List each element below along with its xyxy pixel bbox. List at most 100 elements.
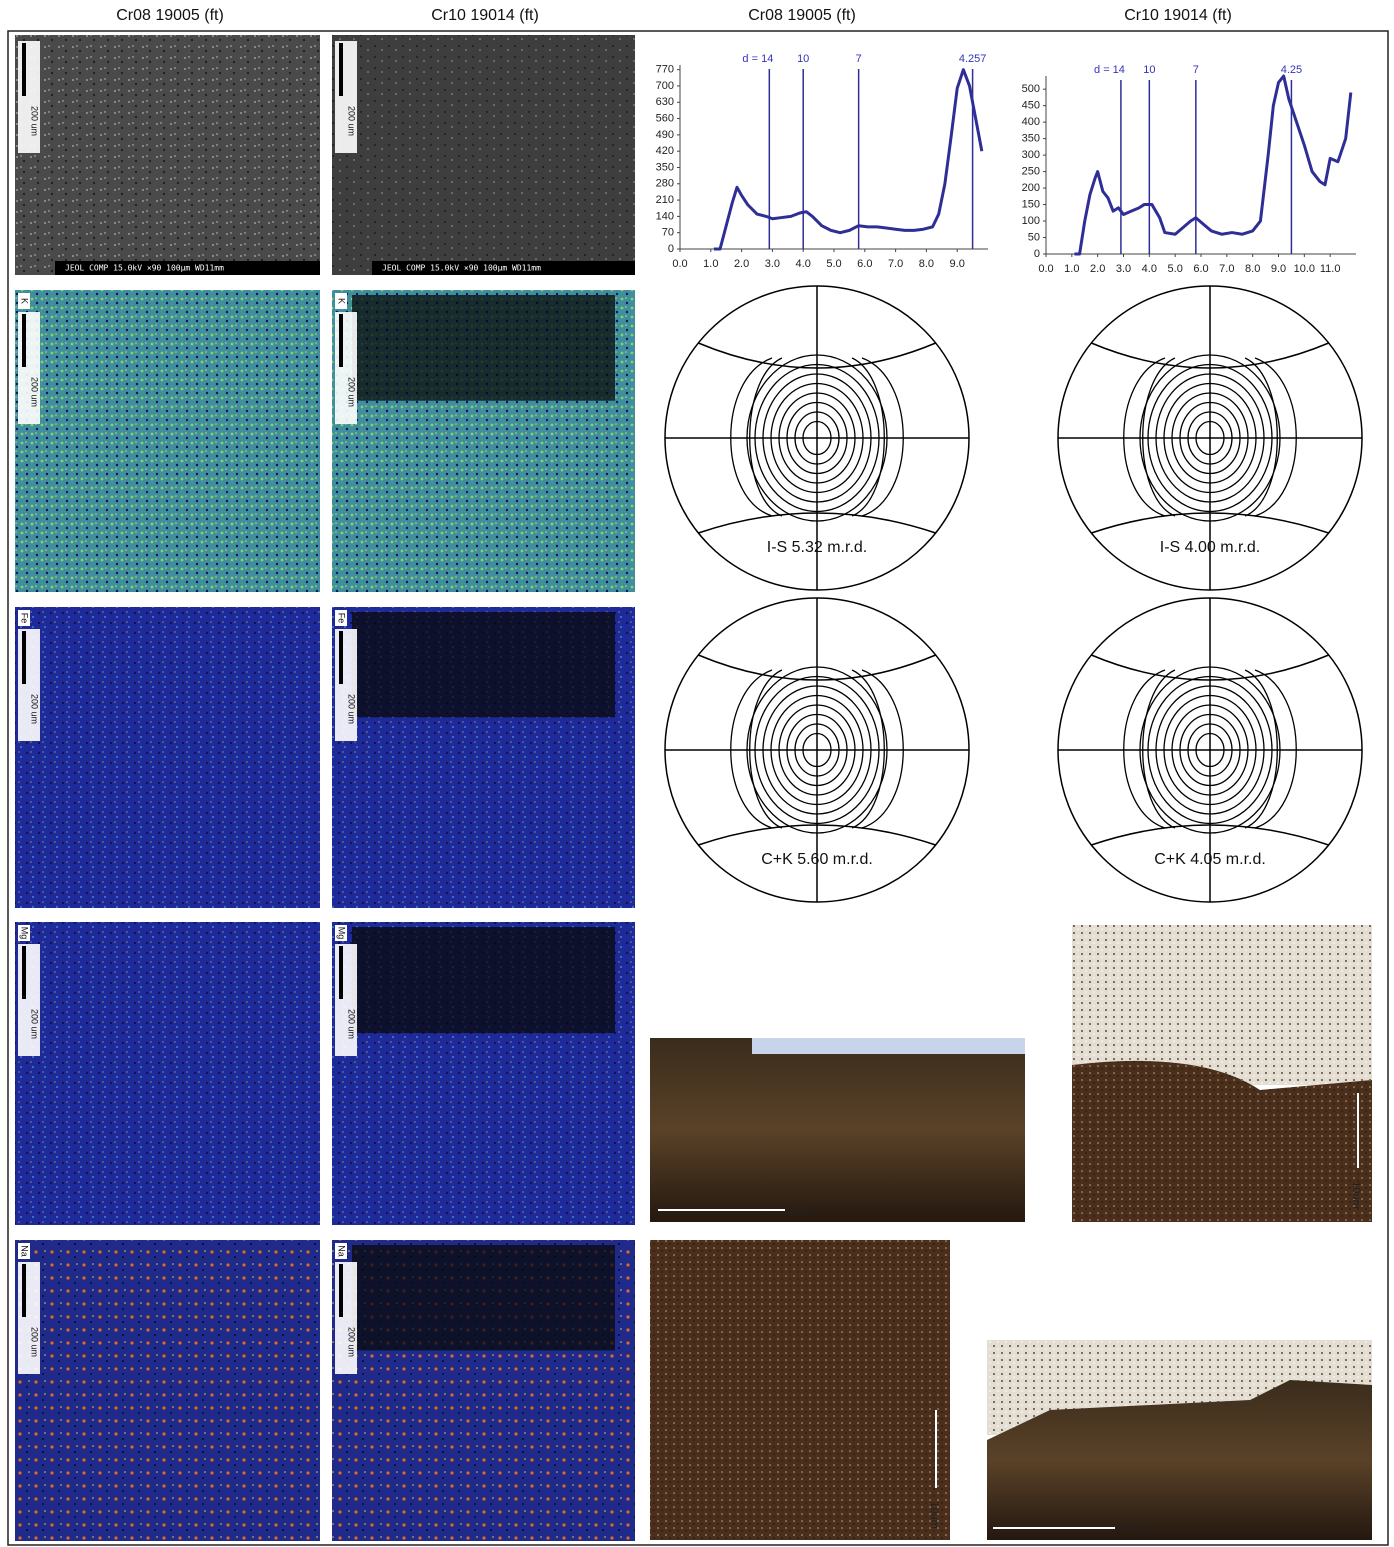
x-tick-label: 6.0 — [857, 258, 872, 270]
x-tick-label: 5.0 — [826, 258, 841, 270]
scale-box — [18, 629, 40, 741]
x-tick-label: 1.0 — [703, 258, 718, 270]
y-tick-label: 420 — [656, 145, 674, 157]
y-tick-label: 70 — [662, 227, 674, 239]
sem-image — [15, 607, 320, 908]
sem-image — [15, 1240, 320, 1541]
y-tick-label: 280 — [656, 178, 674, 190]
dark-grains — [352, 927, 615, 1033]
d-spacing-label: 4.257 — [959, 53, 987, 65]
y-tick-label: 0 — [668, 243, 674, 255]
dark-grains — [352, 612, 615, 717]
scale-label: 200 um — [30, 1009, 40, 1039]
element-label: Mg — [20, 927, 30, 940]
y-tick-label: 50 — [1028, 231, 1040, 243]
pole-label: I-S 4.00 m.r.d. — [1160, 539, 1260, 556]
thin-section — [650, 1240, 950, 1540]
x-tick-label: 2.0 — [1090, 263, 1105, 275]
xrd-line — [1074, 76, 1350, 254]
sem-image — [332, 35, 635, 275]
element-label: K — [337, 298, 347, 304]
y-tick-label: 700 — [656, 80, 674, 92]
scale-label: 200 um — [30, 1327, 40, 1357]
x-tick-label: 7.0 — [1219, 263, 1234, 275]
y-tick-label: 140 — [656, 210, 674, 222]
x-tick-label: 7.0 — [888, 258, 903, 270]
x-tick-label: 3.0 — [1116, 263, 1131, 275]
dark-grains — [352, 1245, 615, 1350]
x-tick-label: 4.0 — [796, 258, 811, 270]
y-tick-label: 300 — [1022, 149, 1040, 161]
slab-top-edge — [752, 1038, 1025, 1054]
d-spacing-label: 10 — [797, 53, 809, 65]
x-tick-label: 0.0 — [1038, 263, 1053, 275]
y-tick-label: 150 — [1022, 198, 1040, 210]
slab-photo — [650, 1038, 1025, 1222]
scale-label: 1 cm — [1117, 1522, 1141, 1534]
scale-box — [18, 41, 40, 153]
scale-label: 200 um — [30, 377, 40, 407]
x-tick-label: 6.0 — [1193, 263, 1208, 275]
x-tick-label: 9.0 — [950, 258, 965, 270]
d-spacing-label: 7 — [1193, 64, 1199, 76]
scale-box — [335, 1262, 357, 1374]
element-label: Fe — [20, 613, 30, 624]
scale-label: 200 um — [347, 1009, 357, 1039]
d-spacing-label: d = 14 — [742, 53, 773, 65]
x-tick-label: 11.0 — [1320, 263, 1341, 275]
element-label: K — [20, 298, 30, 304]
scale-box — [18, 944, 40, 1056]
x-tick-label: 4.0 — [1142, 263, 1157, 275]
sem-image — [15, 290, 320, 592]
scale-label: 200 um — [30, 694, 40, 724]
y-tick-label: 350 — [1022, 133, 1040, 145]
y-tick-label: 0 — [1034, 248, 1040, 260]
pole-label: I-S 5.32 m.r.d. — [767, 539, 867, 556]
scale-label: 10um — [1350, 1181, 1362, 1209]
y-tick-label: 490 — [656, 129, 674, 141]
column-header: Cr08 19005 (ft) — [116, 7, 224, 24]
y-tick-label: 350 — [656, 161, 674, 173]
x-tick-label: 8.0 — [919, 258, 934, 270]
dark-grains — [352, 295, 615, 401]
y-tick-label: 200 — [1022, 182, 1040, 194]
column-header: Cr10 19014 (ft) — [431, 7, 539, 24]
pole-label: C+K 4.05 m.r.d. — [1154, 851, 1266, 868]
sem-image — [15, 35, 320, 275]
pole-figures: I-S 5.32 m.r.d. I-S 4.00 m.r.d. C+K 5.60 m… — [665, 286, 1362, 902]
scale-box — [18, 312, 40, 424]
element-label: Mg — [337, 927, 347, 940]
element-label: Fe — [337, 613, 347, 624]
scale-label: 200 um — [347, 694, 357, 724]
scale-label: 200 um — [30, 106, 40, 136]
column-header: Cr08 19005 (ft) — [748, 7, 856, 24]
scale-label: 1 cm — [787, 1204, 811, 1216]
photos: 1 cm 10um 10um 1 cm — [650, 925, 1372, 1540]
y-tick-label: 450 — [1022, 100, 1040, 112]
d-spacing-label: 10 — [1143, 64, 1155, 76]
scale-label: 200 um — [347, 377, 357, 407]
figure: 200 umJEOL COMP 15.0kV ×90 100μm WD11mm2… — [0, 0, 1394, 1547]
scale-label: 10um — [928, 1501, 940, 1529]
x-tick-label: 0.0 — [672, 258, 687, 270]
scale-label: 200 um — [347, 1327, 357, 1357]
y-tick-label: 210 — [656, 194, 674, 206]
xrd-charts: 0701402102803504204905606307007700.01.02… — [656, 53, 1356, 275]
element-label: Na — [337, 1245, 347, 1257]
scale-box — [335, 312, 357, 424]
column-header: Cr10 19014 (ft) — [1124, 7, 1232, 24]
scale-label: 200 um — [347, 106, 357, 136]
x-tick-label: 5.0 — [1168, 263, 1183, 275]
thin-section-lower — [1072, 1061, 1372, 1222]
pole-label: C+K 5.60 m.r.d. — [761, 851, 873, 868]
xrd-line — [714, 70, 982, 249]
d-spacing-label: d = 14 — [1094, 64, 1125, 76]
y-tick-label: 250 — [1022, 165, 1040, 177]
y-tick-label: 400 — [1022, 116, 1040, 128]
y-tick-label: 500 — [1022, 83, 1040, 95]
x-tick-label: 2.0 — [734, 258, 749, 270]
x-tick-label: 9.0 — [1271, 263, 1286, 275]
y-tick-label: 560 — [656, 112, 674, 124]
y-tick-label: 100 — [1022, 215, 1040, 227]
